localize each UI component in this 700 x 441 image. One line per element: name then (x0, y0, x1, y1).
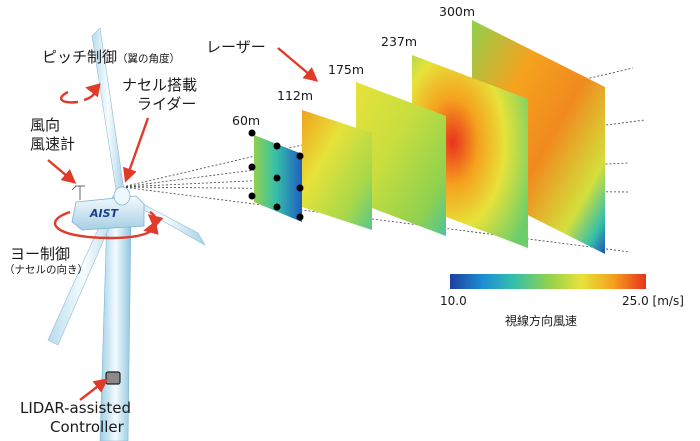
distance-label-112m: 112m (277, 88, 314, 103)
nacelle-rotation-arrow (143, 210, 159, 235)
wind-sensor-label-line1: 風向 (30, 116, 61, 134)
wind-sensor-label-line2: 風速計 (30, 135, 76, 153)
pitch-label-text: ピッチ制御 (42, 48, 118, 66)
controller-label-line1: LIDAR-assisted (20, 399, 131, 417)
colorbar-max-label: 25.0 [m/s] (622, 294, 684, 308)
wind-field-175m (356, 82, 446, 236)
controller-label-line2: Controller (50, 418, 124, 436)
distance-label-237m: 237m (381, 34, 418, 49)
pitch-label: ピッチ制御（翼の角度） (42, 48, 180, 66)
colorbar (450, 274, 646, 289)
wind-turbine (47, 27, 206, 441)
lidar-pointer (123, 117, 150, 183)
aist-logo: AIST (90, 207, 119, 220)
controller-pointer (79, 378, 109, 401)
distance-label-60m: 60m (232, 113, 261, 128)
yaw-note: （ナセルの向き） (4, 264, 88, 276)
pitch-note: （翼の角度） (117, 53, 181, 65)
measurement-points (248, 129, 304, 221)
distance-label-300m: 300m (439, 4, 476, 19)
pitch-rotation-arrow (59, 88, 94, 104)
nacelle-lidar-label-line2: ライダー (137, 95, 197, 113)
anemometer-icon (71, 185, 85, 200)
colorbar-min-label: 10.0 (440, 294, 467, 308)
colorbar-title: 視線方向風速 (505, 314, 578, 328)
wind-sensor-pointer (47, 159, 77, 184)
wind-field-112m (302, 110, 372, 230)
nacelle-lidar-label-line1: ナセル搭載 (122, 76, 198, 94)
lidar-controller-box (105, 371, 121, 385)
distance-label-175m: 175m (328, 62, 365, 77)
laser-pointer (277, 47, 319, 82)
annotation-arrows (47, 47, 319, 401)
laser-label: レーザー (206, 38, 266, 56)
hub (113, 186, 131, 206)
yaw-label: ヨー制御 (10, 245, 71, 263)
